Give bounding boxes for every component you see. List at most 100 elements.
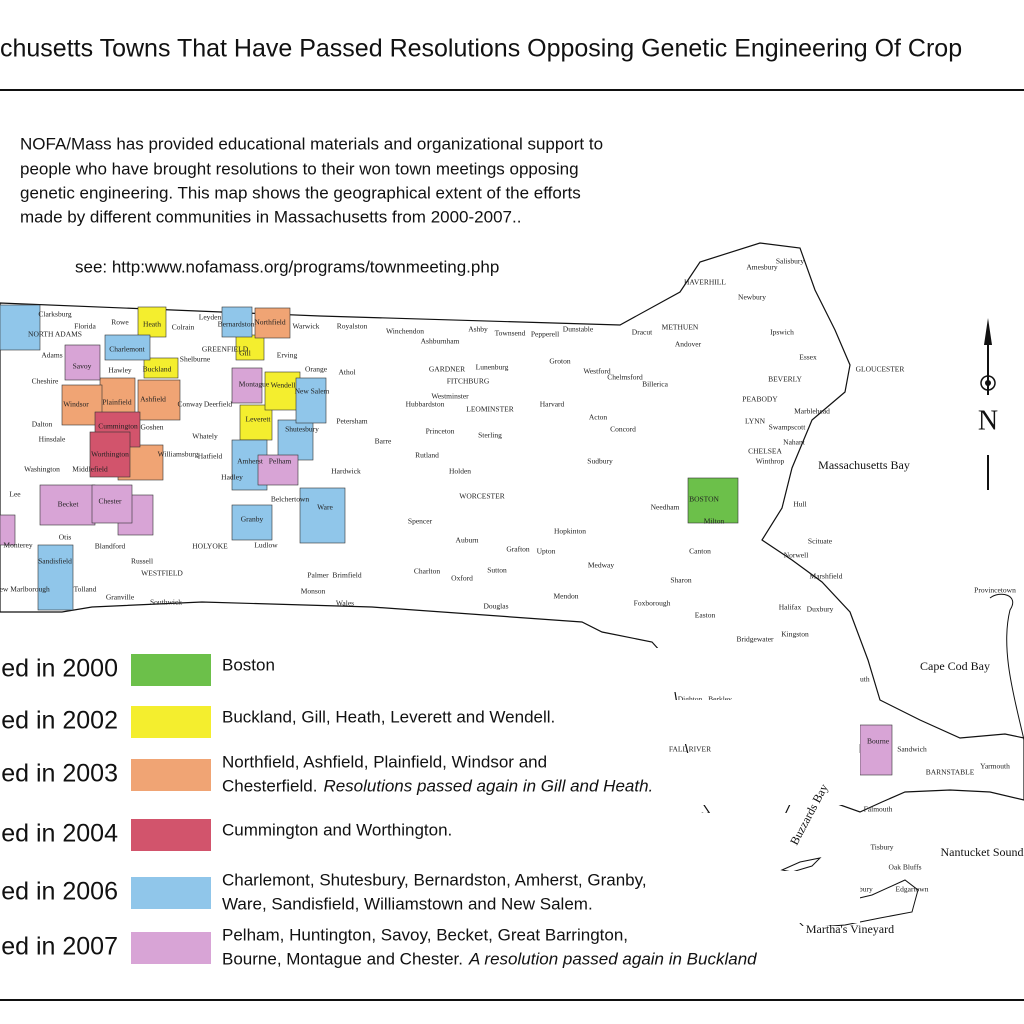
town-label: Essex <box>799 353 817 362</box>
town-label: Wales <box>336 599 354 608</box>
town-label: Hatfield <box>198 452 223 461</box>
town-label: Lee <box>9 490 21 499</box>
legend-swatch <box>131 759 211 791</box>
town-label: Hawley <box>108 366 132 375</box>
highlighted-town <box>64 344 101 381</box>
town-label: Petersham <box>336 417 367 426</box>
town-label: Medway <box>588 561 614 570</box>
town-label: Windsor <box>63 400 89 409</box>
highlighted-town <box>231 367 263 404</box>
town-label: Canton <box>689 547 711 556</box>
town-label: Gill <box>239 349 251 358</box>
legend-swatch <box>131 819 211 851</box>
legend-label: ed in 2002 <box>1 707 118 735</box>
highlighted-town <box>295 377 327 424</box>
town-label: Billerica <box>642 380 668 389</box>
town-label: Cheshire <box>32 377 59 386</box>
town-label: Pepperell <box>531 330 559 339</box>
legend-text: Boston <box>222 655 275 674</box>
town-label: Sharon <box>670 576 691 585</box>
town-label: Amherst <box>237 457 264 466</box>
highlighted-town <box>104 334 151 361</box>
highlighted-town <box>687 477 739 524</box>
water-label: Martha's Vineyard <box>806 922 894 936</box>
legend-label: ed in 2006 <box>1 878 118 906</box>
town-label: Otis <box>59 533 72 542</box>
intro-line: genetic engineering. This map shows the … <box>20 183 581 202</box>
town-label: Mendon <box>554 592 579 601</box>
town-label: Lunenburg <box>476 363 509 372</box>
legend-label: ed in 2003 <box>1 760 118 788</box>
town-label: WESTFIELD <box>141 569 183 578</box>
town-label: Spencer <box>408 517 433 526</box>
legend-text: Buckland, Gill, Heath, Leverett and Wend… <box>222 707 555 726</box>
compass-rose <box>985 380 991 386</box>
town-label: Royalston <box>337 322 368 331</box>
town-label: Groton <box>549 357 570 366</box>
town-label: Worthington <box>91 450 129 459</box>
town-label: New Marlborough <box>0 585 50 594</box>
town-label: Hull <box>793 500 806 509</box>
island <box>780 857 822 873</box>
town-label: FALL RIVER <box>669 745 711 754</box>
town-label: Easton <box>695 611 716 620</box>
town-label: Rowe <box>111 318 129 327</box>
town-label: Chelmsford <box>607 373 643 382</box>
town-label: Dracut <box>632 328 653 337</box>
town-label: NORTH ADAMS <box>28 330 82 339</box>
town-label: Sandisfield <box>38 557 72 566</box>
town-label: Warwick <box>293 322 320 331</box>
legend-swatch <box>131 706 211 738</box>
town-label: Hopkinton <box>554 527 586 536</box>
town-label: Nahant <box>783 438 806 447</box>
highlighted-town <box>231 504 273 541</box>
town-label: Monterey <box>3 541 32 550</box>
town-label: Douglas <box>484 602 509 611</box>
town-label: Belchertown <box>271 495 310 504</box>
highlighted-town <box>91 484 133 524</box>
town-label: Duxbury <box>807 605 834 614</box>
town-label: Leyden <box>199 313 222 322</box>
town-label: Needham <box>651 503 680 512</box>
highlighted-town <box>143 357 179 379</box>
town-label: Middlefield <box>72 465 108 474</box>
legend-label: ed in 2007 <box>1 933 118 961</box>
town-label: Falmouth <box>864 805 893 814</box>
town-label: Buckland <box>143 365 172 374</box>
town-label: Charlemont <box>109 345 145 354</box>
water-label: Nantucket Sound <box>941 845 1024 859</box>
highlights <box>0 304 893 776</box>
legend-text: Pelham, Huntington, Savoy, Becket, Great… <box>222 925 628 944</box>
town-label: Halifax <box>779 603 802 612</box>
highlighted-town <box>0 304 41 351</box>
town-label: Foxborough <box>634 599 671 608</box>
highlighted-town <box>99 377 136 414</box>
town-label: Brimfield <box>332 571 361 580</box>
town-label: Orange <box>305 365 328 374</box>
town-label: Provincetown <box>974 586 1016 595</box>
town-label: WORCESTER <box>459 492 504 501</box>
legend-swatch <box>131 654 211 686</box>
legend-label: ed in 2000 <box>1 655 118 683</box>
town-label: Shutesbury <box>285 425 319 434</box>
highlighted-town <box>257 454 299 486</box>
compass-arrow <box>984 318 992 345</box>
town-label: Savoy <box>73 362 92 371</box>
legend-text: Chesterfield. <box>222 776 317 795</box>
legend-backdrop <box>0 648 860 692</box>
town-label: Clarksburg <box>38 310 71 319</box>
town-label: Dalton <box>32 420 53 429</box>
town-label: Dunstable <box>563 325 594 334</box>
town-label: Townsend <box>495 329 526 338</box>
town-label: Monson <box>301 587 326 596</box>
town-label: Harvard <box>540 400 565 409</box>
highlighted-town <box>299 487 346 544</box>
town-label: Conway <box>178 400 203 409</box>
town-label: Tisbury <box>870 843 893 852</box>
town-label: PEABODY <box>742 395 778 404</box>
town-label: Williamsburg <box>158 450 199 459</box>
cape-tip <box>989 593 1024 741</box>
highlighted-town <box>137 306 167 338</box>
town-label: BARNSTABLE <box>926 768 975 777</box>
